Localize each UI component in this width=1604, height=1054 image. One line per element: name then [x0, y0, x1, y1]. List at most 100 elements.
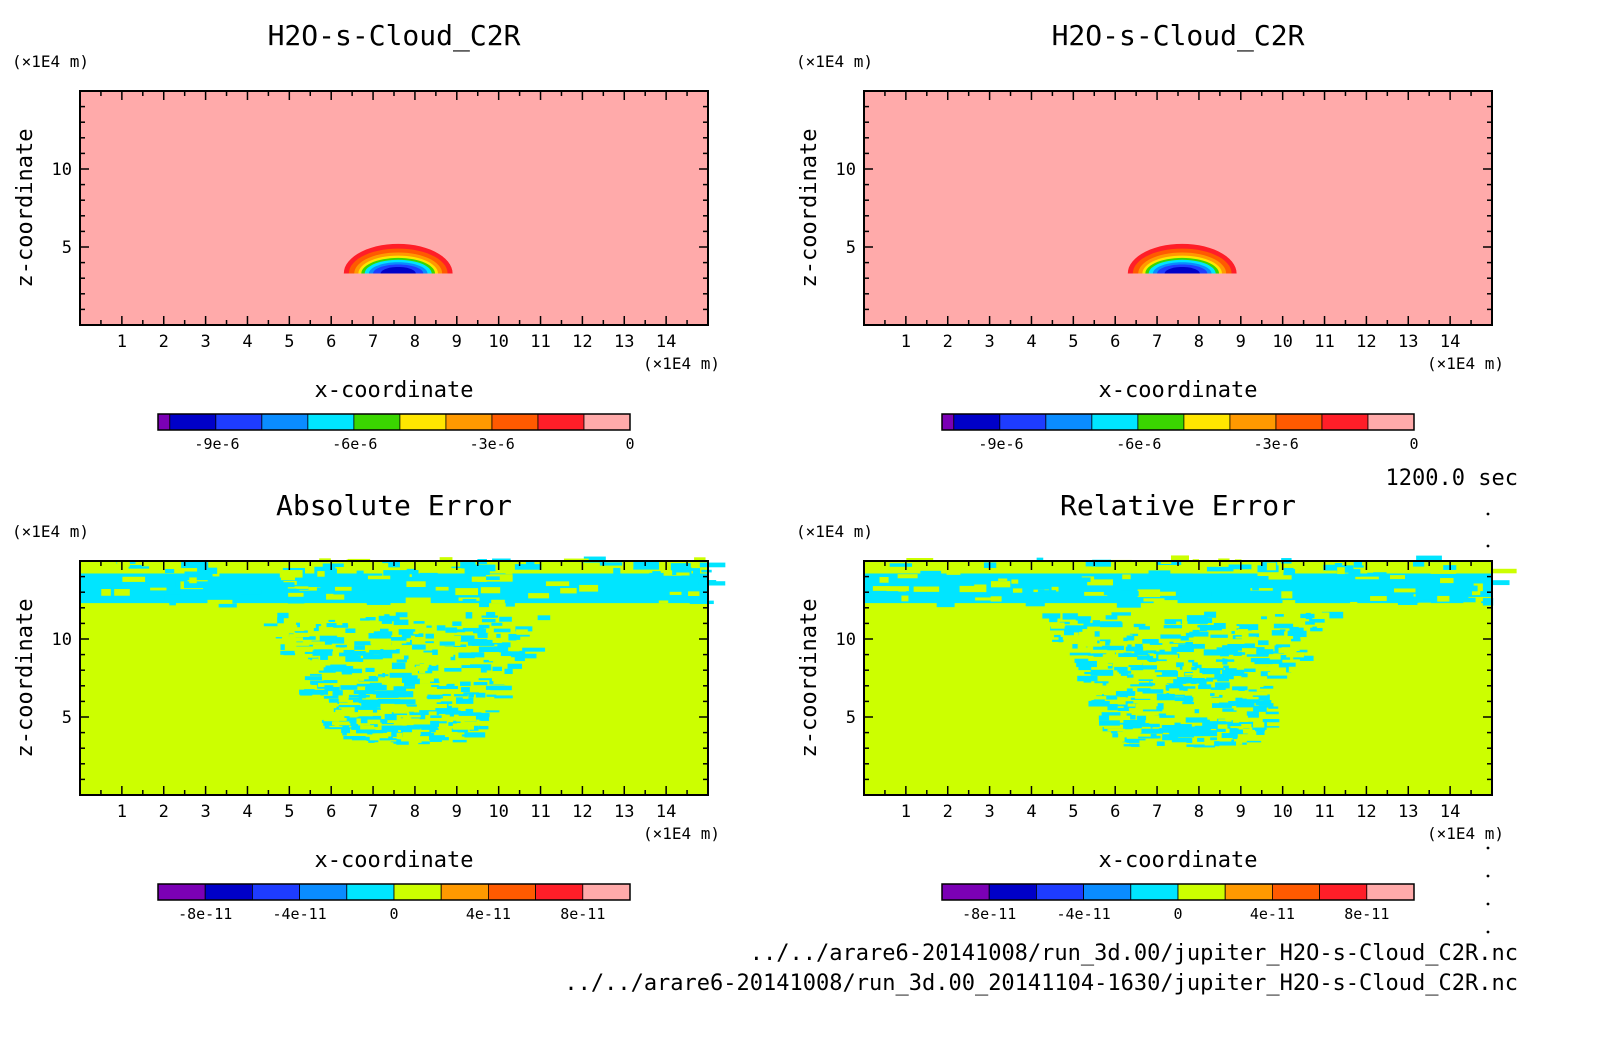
- error-speckle: [371, 652, 390, 655]
- y-axis-label: z-coordinate: [797, 599, 822, 758]
- error-speckle: [1270, 621, 1292, 625]
- error-speckle-band: [926, 590, 951, 598]
- error-speckle: [486, 611, 496, 618]
- error-speckle: [328, 619, 336, 622]
- error-speckle: [1130, 715, 1136, 722]
- error-speckle: [1166, 679, 1186, 684]
- error-speckle: [342, 722, 350, 729]
- error-speckle: [396, 739, 409, 745]
- error-speckle: [393, 619, 409, 626]
- error-speckle: [358, 692, 366, 699]
- error-speckle-band: [1293, 566, 1301, 570]
- error-speckle: [487, 621, 493, 627]
- error-speckle: [1175, 610, 1183, 617]
- error-speckle-band: [326, 593, 345, 600]
- colorbar-swatch: [487, 883, 536, 901]
- error-speckle: [390, 715, 407, 718]
- error-speckle: [1216, 647, 1228, 654]
- error-speckle: [426, 625, 432, 628]
- error-speckle-band: [314, 566, 337, 575]
- error-speckle-band: [1486, 580, 1510, 586]
- error-speckle: [1222, 708, 1237, 712]
- error-speckle: [1169, 742, 1187, 749]
- error-speckle: [1171, 646, 1194, 653]
- error-speckle: [1268, 703, 1279, 709]
- error-speckle: [431, 685, 439, 688]
- error-speckle-band: [1311, 600, 1330, 603]
- error-speckle: [415, 633, 424, 637]
- error-speckle: [1291, 634, 1301, 642]
- error-speckle: [1130, 684, 1153, 687]
- error-speckle: [354, 645, 365, 650]
- colorbar-frame: [157, 883, 631, 901]
- error-speckle: [1161, 722, 1181, 729]
- error-speckle: [1203, 668, 1224, 671]
- error-speckle: [1073, 632, 1079, 636]
- colorbar-frame: [941, 883, 1415, 901]
- error-speckle-band: [1348, 583, 1375, 591]
- error-speckle: [494, 695, 513, 699]
- error-speckle: [1260, 616, 1267, 620]
- error-speckle: [1287, 675, 1302, 683]
- error-speckle: [1169, 688, 1180, 694]
- error-speckle: [430, 692, 443, 695]
- error-speckle-band: [252, 560, 277, 565]
- error-speckle: [1174, 697, 1198, 702]
- error-speckle: [356, 718, 361, 724]
- error-speckle: [537, 615, 551, 621]
- error-speckle: [1224, 656, 1247, 659]
- error-speckle: [1191, 726, 1211, 733]
- error-speckle: [444, 734, 462, 738]
- error-speckle: [368, 740, 379, 743]
- error-speckle: [1106, 683, 1114, 687]
- panel-title: Absolute Error: [276, 489, 512, 522]
- error-speckle-band: [1170, 555, 1190, 562]
- error-speckle: [1183, 687, 1188, 691]
- error-speckle-band: [462, 598, 477, 602]
- error-speckle: [1102, 663, 1113, 667]
- error-speckle-band: [1228, 564, 1252, 570]
- error-speckle: [1210, 737, 1218, 741]
- colorbar-swatch: [393, 883, 442, 901]
- error-speckle: [1063, 629, 1080, 636]
- error-speckle: [277, 617, 284, 624]
- colorbar-swatch: [1177, 883, 1226, 901]
- error-speckle: [1129, 633, 1139, 637]
- error-speckle: [326, 614, 333, 621]
- error-speckle-band: [287, 586, 309, 589]
- error-speckle: [262, 626, 279, 629]
- error-speckle: [475, 692, 486, 698]
- error-speckle: [1105, 654, 1124, 660]
- error-speckle: [377, 698, 401, 704]
- error-speckle: [347, 618, 355, 625]
- x-tick-label: 9: [452, 802, 462, 822]
- error-speckle: [1134, 724, 1153, 729]
- x-axis-label: x-coordinate: [315, 378, 474, 403]
- error-speckle: [1257, 637, 1280, 640]
- error-speckle-band: [872, 586, 891, 591]
- x-tick-label: 1: [117, 332, 127, 352]
- error-speckle: [320, 712, 329, 717]
- error-speckle-band: [156, 594, 182, 602]
- error-speckle-band: [278, 582, 295, 588]
- error-speckle: [323, 691, 333, 696]
- error-speckle: [1137, 688, 1151, 692]
- error-speckle: [462, 627, 484, 632]
- error-speckle: [492, 638, 502, 643]
- error-speckle: [358, 709, 373, 717]
- error-speckle: [393, 691, 414, 698]
- error-speckle: [424, 703, 447, 709]
- error-speckle: [1107, 728, 1126, 731]
- error-speckle: [1171, 737, 1193, 743]
- error-speckle: [1193, 745, 1216, 748]
- error-speckle: [277, 612, 289, 619]
- error-speckle: [1215, 688, 1227, 693]
- error-speckle: [393, 710, 409, 714]
- error-speckle: [1076, 647, 1093, 654]
- error-speckle: [458, 652, 475, 659]
- error-speckle: [1127, 703, 1136, 707]
- error-speckle: [1286, 652, 1305, 658]
- error-speckle: [263, 623, 278, 627]
- error-speckle-band: [367, 569, 383, 573]
- error-speckle-band: [1206, 566, 1234, 572]
